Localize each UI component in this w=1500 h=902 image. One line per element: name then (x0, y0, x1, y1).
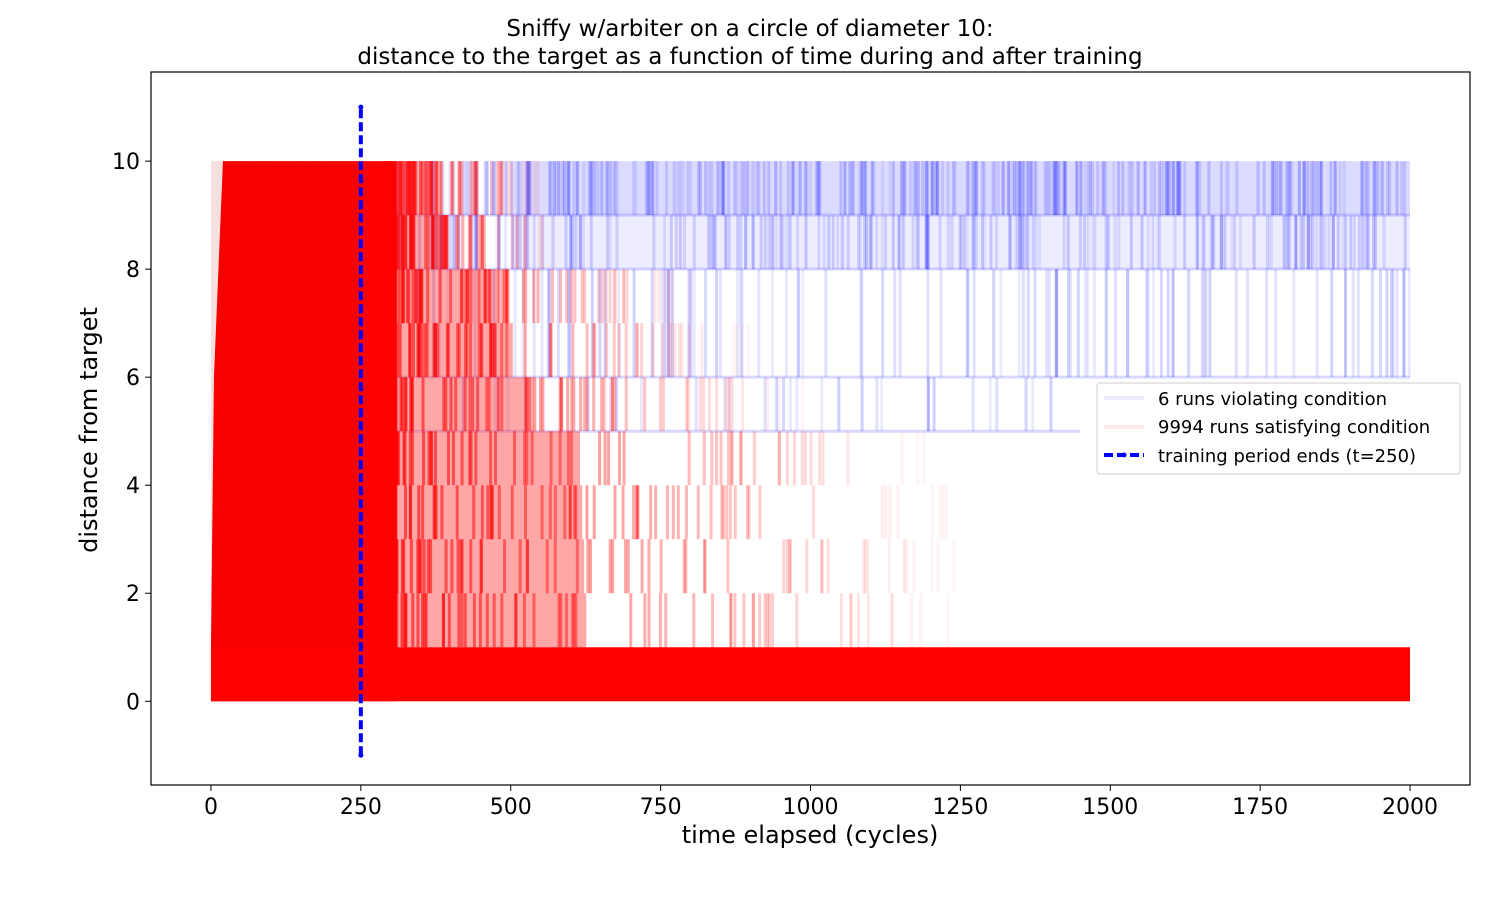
satisfying-runs-steady-band (210, 647, 1411, 702)
satisfying-run-fade-band (384, 215, 446, 270)
x-axis-label: time elapsed (cycles) (682, 821, 939, 849)
x-axis: 0 250 500 750 1000 1250 1500 1750 2000 (204, 785, 1438, 820)
x-tick-label: 750 (640, 795, 682, 820)
x-tick-label: 250 (340, 795, 382, 820)
plot-area (210, 104, 1411, 758)
y-tick-label: 2 (126, 582, 140, 607)
satisfying-run-fade-band (384, 593, 587, 648)
x-tick-label: 500 (490, 795, 532, 820)
x-tick-label: 0 (204, 795, 218, 820)
series-violating-runs (228, 161, 1411, 433)
legend-box (1096, 382, 1461, 475)
chart-title: Sniffy w/arbiter on a circle of diameter… (506, 16, 993, 42)
satisfying-run-fade-band (384, 377, 534, 432)
satisfying-runs-training-shade (210, 161, 361, 702)
x-tick-label: 1000 (783, 795, 839, 820)
violating-run-second-band (510, 215, 1411, 270)
x-tick-label: 1250 (932, 795, 988, 820)
x-tick-label: 1750 (1232, 795, 1288, 820)
legend: 6 runs violating condition 9994 runs sat… (1096, 382, 1461, 475)
x-tick-label: 1500 (1082, 795, 1138, 820)
chart-subtitle: distance to the target as a function of … (357, 44, 1142, 70)
satisfying-run-fade-band (384, 323, 513, 378)
legend-entry-violating: 6 runs violating condition (1158, 389, 1387, 410)
violating-run-top-band (510, 161, 1411, 216)
y-axis: 0 2 4 6 8 10 (112, 150, 151, 715)
satisfying-runs-training-block (210, 161, 397, 702)
legend-entry-training-end: training period ends (t=250) (1158, 446, 1416, 467)
legend-swatch-training-end-marker (1121, 452, 1127, 458)
y-tick-label: 6 (126, 366, 140, 391)
satisfying-run-fade-band (384, 485, 583, 540)
training-end-point (358, 752, 364, 758)
training-end-point (358, 104, 364, 110)
series-satisfying-runs (210, 161, 1411, 702)
series-training-end (358, 104, 364, 758)
x-tick-label: 2000 (1382, 795, 1438, 820)
satisfying-run-fade-band (384, 431, 580, 486)
legend-entry-satisfying: 9994 runs satisfying condition (1158, 417, 1430, 438)
satisfying-run-fade-band (384, 539, 585, 594)
y-tick-label: 0 (126, 690, 140, 715)
y-tick-label: 8 (126, 258, 140, 283)
y-axis-label: distance from target (75, 307, 103, 553)
y-tick-label: 4 (126, 474, 140, 499)
y-tick-label: 10 (112, 150, 140, 175)
satisfying-run-fade-band (384, 269, 497, 324)
satisfying-run-fade-band (384, 161, 442, 216)
